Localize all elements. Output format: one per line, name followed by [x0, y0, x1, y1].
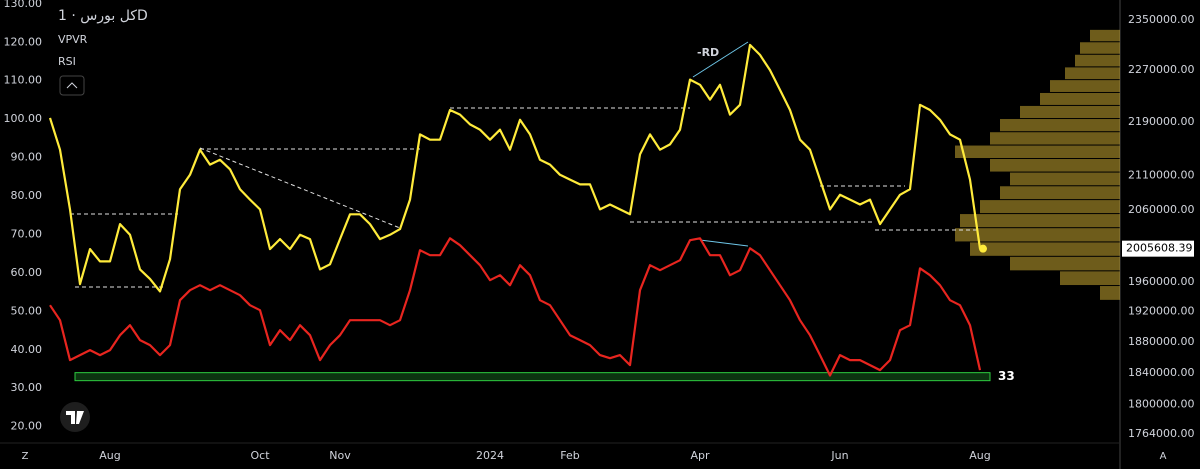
- chevron-icon: [66, 82, 78, 89]
- collapse-button[interactable]: [59, 75, 85, 96]
- y2-tick-label: 1920000.00: [1128, 305, 1194, 318]
- volume-bar: [955, 228, 1120, 242]
- x-tick-label: Oct: [250, 449, 270, 462]
- volume-bar: [1000, 119, 1120, 132]
- trend-line: [199, 147, 401, 229]
- price-label: 2005608.39: [1126, 242, 1192, 255]
- y-tick-label: 80.00: [11, 189, 43, 202]
- volume-bar: [1090, 29, 1120, 42]
- volume-bar: [1065, 67, 1120, 80]
- drawings: [70, 41, 980, 288]
- corner-button[interactable]: A: [1160, 451, 1167, 462]
- y2-tick-label: 1880000.00: [1128, 335, 1194, 348]
- indicator-label: VPVR: [58, 33, 88, 46]
- y-tick-label: 70.00: [11, 227, 43, 240]
- volume-bar: [1040, 92, 1120, 105]
- divergence-line: [699, 239, 749, 247]
- volume-bar: [1050, 80, 1120, 92]
- y2-tick-label: 1764000.00: [1128, 427, 1194, 440]
- x-tick-label: Aug: [969, 449, 990, 462]
- volume-bar: [990, 158, 1120, 172]
- y2-tick-label: 1840000.00: [1128, 366, 1194, 379]
- x-tick-label: Nov: [329, 449, 351, 462]
- volume-bar: [980, 200, 1120, 214]
- corner-button[interactable]: Z: [22, 451, 29, 462]
- x-tick-label: Jun: [830, 449, 848, 462]
- support-label: 33: [998, 369, 1015, 383]
- volume-bar: [1020, 105, 1120, 119]
- volume-bar: [1080, 42, 1120, 54]
- y-tick-label: 120.00: [4, 35, 43, 48]
- divergence-line: [692, 41, 749, 78]
- volume-bar: [1060, 271, 1120, 286]
- y-tick-label: 60.00: [11, 266, 43, 279]
- y2-tick-label: 2350000.00: [1128, 13, 1194, 26]
- volume-bar: [1075, 54, 1120, 67]
- y2-tick-label: 1800000.00: [1128, 398, 1194, 411]
- y-tick-label: 20.00: [11, 420, 43, 433]
- last-point: [979, 244, 987, 253]
- x-tick-label: Feb: [560, 449, 579, 462]
- volume-bar: [955, 145, 1120, 158]
- x-tick-label: Apr: [690, 449, 710, 462]
- y2-tick-label: 1960000.00: [1128, 275, 1194, 288]
- annotation: -RD: [697, 46, 719, 59]
- volume-bar: [1000, 186, 1120, 200]
- price-label-bg: [1122, 240, 1194, 257]
- x-tick-label: 2024: [476, 449, 504, 462]
- y2-tick-label: 2110000.00: [1128, 168, 1194, 181]
- volume-bar: [1010, 172, 1120, 186]
- series-line: [48, 43, 982, 293]
- y-tick-label: 50.00: [11, 304, 43, 317]
- volume-bar: [960, 214, 1120, 228]
- volume-bar: [1100, 286, 1120, 300]
- y2-tick-label: 2270000.00: [1128, 63, 1194, 76]
- y-tick-label: 130.00: [4, 0, 43, 10]
- series-line: [49, 237, 982, 377]
- volume-bar: [1010, 256, 1120, 271]
- logo-glyph: [66, 411, 84, 424]
- y-tick-label: 30.00: [11, 381, 43, 394]
- volume-profile: [955, 29, 1120, 300]
- y2-tick-label: 2060000.00: [1128, 203, 1194, 216]
- y-tick-label: 100.00: [4, 112, 43, 125]
- support-band: [74, 372, 991, 382]
- y-tick-label: 40.00: [11, 343, 43, 356]
- volume-bar: [990, 132, 1120, 145]
- chart-title: کل بورس · 1D: [58, 8, 148, 24]
- x-tick-label: Aug: [99, 449, 120, 462]
- y2-tick-label: 2190000.00: [1128, 115, 1194, 128]
- indicator-label: RSI: [58, 55, 76, 68]
- volume-bar: [970, 242, 1120, 256]
- y-tick-label: 90.00: [11, 151, 43, 164]
- y-tick-label: 110.00: [4, 74, 43, 87]
